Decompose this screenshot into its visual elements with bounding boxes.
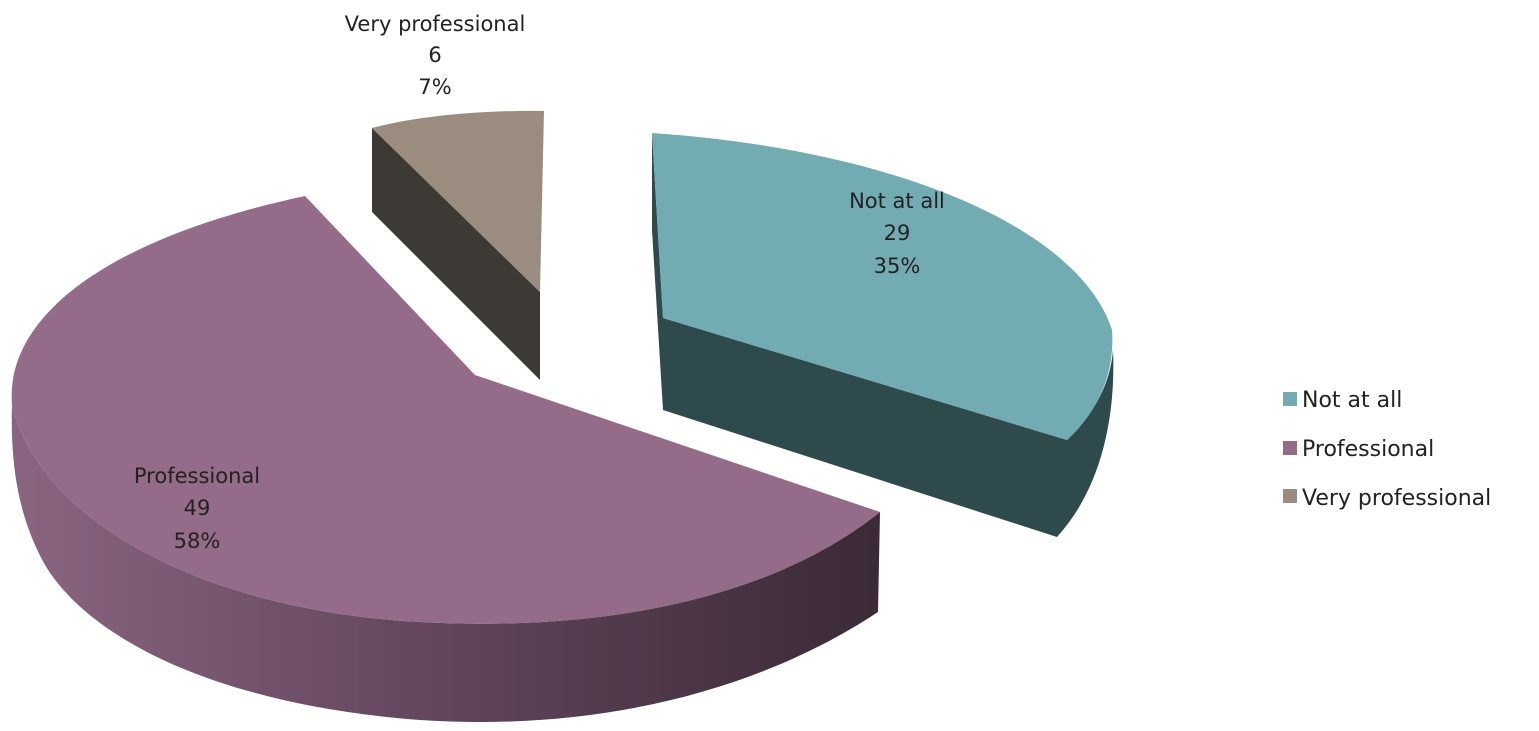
data-label-professional-category: Professional xyxy=(134,464,260,488)
data-label-not-at-all-value: 29 xyxy=(884,221,911,245)
slice-not-at-all-inner-side xyxy=(652,133,663,410)
legend-swatch-not-at-all xyxy=(1283,392,1297,406)
legend-label-not-at-all: Not at all xyxy=(1302,388,1402,413)
legend-swatch-professional xyxy=(1283,441,1297,455)
data-label-professional-value: 49 xyxy=(184,496,211,520)
data-label-professional-percent: 58% xyxy=(174,529,221,553)
slice-very-professional xyxy=(372,110,544,380)
legend-label-very-professional: Very professional xyxy=(1302,486,1491,511)
legend-label-professional: Professional xyxy=(1302,437,1434,462)
slice-not-at-all xyxy=(652,133,1114,537)
slice-professional xyxy=(11,196,881,723)
slice-not-at-all-top xyxy=(652,133,1113,440)
legend-item-very-professional: Very professional xyxy=(1283,486,1491,511)
legend-item-not-at-all: Not at all xyxy=(1283,388,1402,413)
data-label-professional: Professional 49 58% xyxy=(134,464,260,553)
slice-professional-side xyxy=(11,405,881,723)
slice-professional-top xyxy=(11,196,881,624)
legend-swatch-very-professional xyxy=(1283,489,1297,503)
data-label-very-professional-percent: 7% xyxy=(418,75,451,99)
data-label-very-professional: Very professional 6 7% xyxy=(345,12,526,99)
legend-item-professional: Professional xyxy=(1283,437,1434,462)
slice-very-professional-top xyxy=(372,110,544,292)
data-label-very-professional-category: Very professional xyxy=(345,12,526,36)
data-label-not-at-all: Not at all 29 35% xyxy=(849,189,945,278)
data-label-not-at-all-category: Not at all xyxy=(849,189,945,213)
slice-very-professional-side xyxy=(372,128,540,380)
data-label-not-at-all-percent: 35% xyxy=(874,254,921,278)
legend: Not at all Professional Very professiona… xyxy=(1283,388,1491,511)
data-label-very-professional-value: 6 xyxy=(428,43,441,67)
slice-not-at-all-front-side xyxy=(663,318,1114,537)
